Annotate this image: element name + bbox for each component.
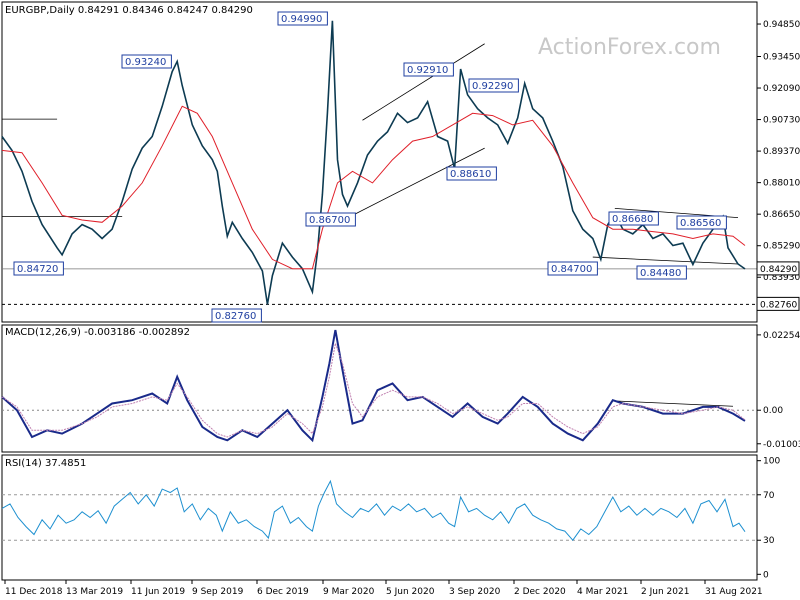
x-tick-label: 2 Jun 2021	[641, 587, 689, 597]
trendline	[362, 43, 485, 121]
watermark: ActionForex.com	[538, 35, 721, 60]
annotation-label: 0.84700	[551, 264, 592, 275]
x-tick-label: 13 Mar 2019	[66, 587, 123, 597]
x-tick-label: 6 Dec 2019	[257, 587, 309, 597]
x-tick-label: 4 Mar 2021	[577, 587, 628, 597]
price-panel-header: EURGBP,Daily 0.84291 0.84346 0.84247 0.8…	[5, 5, 253, 16]
annotation-box	[305, 212, 356, 227]
trendline	[352, 147, 485, 216]
price-tick-label: 0.83930	[763, 273, 800, 283]
x-tick-label: 11 Dec 2018	[5, 587, 63, 597]
annotation-label: 0.82760	[215, 311, 256, 322]
annotation-label: 0.94990	[281, 14, 322, 25]
rsi-tick-label: 70	[763, 491, 775, 501]
rsi-panel-header: RSI(14) 37.4851	[5, 458, 86, 469]
last-price-label-box	[756, 261, 800, 276]
annotation-label: 0.86560	[680, 218, 721, 229]
x-tick-label: 9 Mar 2020	[323, 587, 375, 597]
price-tick-label: 0.94850	[763, 20, 800, 30]
x-tick-label: 3 Sep 2020	[449, 587, 501, 597]
annotation-label: 0.92910	[407, 65, 448, 76]
rsi-line	[1, 479, 746, 542]
price-tick-label: 0.85290	[763, 242, 800, 252]
support-label: 0.82760	[760, 300, 797, 310]
macd-tick-label: -0.010039	[763, 440, 800, 450]
annotation-box	[468, 78, 519, 93]
rsi-tick-label: 30	[763, 536, 775, 546]
last-price-label: 0.84290	[760, 265, 797, 275]
price-tick-label: 0.90730	[763, 116, 800, 126]
annotation-label: 0.84480	[640, 268, 681, 279]
price-tick-label: 0.93450	[763, 52, 800, 62]
annotation-box	[403, 62, 454, 77]
annotation-label: 0.86700	[309, 215, 350, 226]
annotation-box	[676, 215, 727, 230]
panel-frame-0	[1, 1, 758, 323]
panel-frame-1	[1, 324, 758, 453]
annotation-box	[608, 211, 659, 226]
rsi-tick-label: 100	[763, 457, 780, 467]
price-tick-label: 0.88010	[763, 179, 800, 189]
annotation-label: 0.84720	[17, 264, 58, 275]
annotation-box	[547, 261, 598, 276]
macd-signal-line	[1, 341, 746, 438]
macd-tick-label: 0.00	[763, 406, 783, 416]
trendline	[592, 256, 739, 265]
annotation-box	[446, 166, 497, 181]
macd-panel-header: MACD(12,26,9) -0.003186 -0.002892	[5, 327, 190, 338]
price-tick-label: 0.92090	[763, 84, 800, 94]
annotation-box	[277, 11, 328, 26]
macd-tick-label: 0.022544	[763, 331, 800, 341]
moving-average-line	[1, 105, 746, 270]
x-tick-label: 9 Sep 2019	[192, 587, 244, 597]
support-label-box	[756, 296, 800, 311]
price-series-line	[1, 20, 746, 305]
annotation-box	[121, 54, 172, 69]
annotation-label: 0.88610	[450, 169, 491, 180]
macd-trendline	[612, 400, 734, 407]
x-tick-label: 11 Jun 2019	[131, 587, 185, 597]
x-tick-label: 5 Jun 2020	[386, 587, 435, 597]
x-tick-label: 31 Aug 2021	[705, 587, 763, 597]
panel-frame-2	[1, 454, 758, 581]
rsi-tick-label: 0	[763, 570, 769, 580]
price-tick-label: 0.89370	[763, 147, 800, 157]
price-tick-label: 0.86650	[763, 210, 800, 220]
annotation-box	[211, 308, 262, 323]
annotation-label: 0.93240	[125, 57, 166, 68]
annotation-box	[13, 261, 64, 276]
macd-line	[1, 329, 746, 443]
x-tick-label: 2 Dec 2020	[514, 587, 566, 597]
annotation-label: 0.86680	[612, 214, 653, 225]
annotation-label: 0.92290	[472, 81, 513, 92]
annotation-box	[636, 265, 687, 280]
